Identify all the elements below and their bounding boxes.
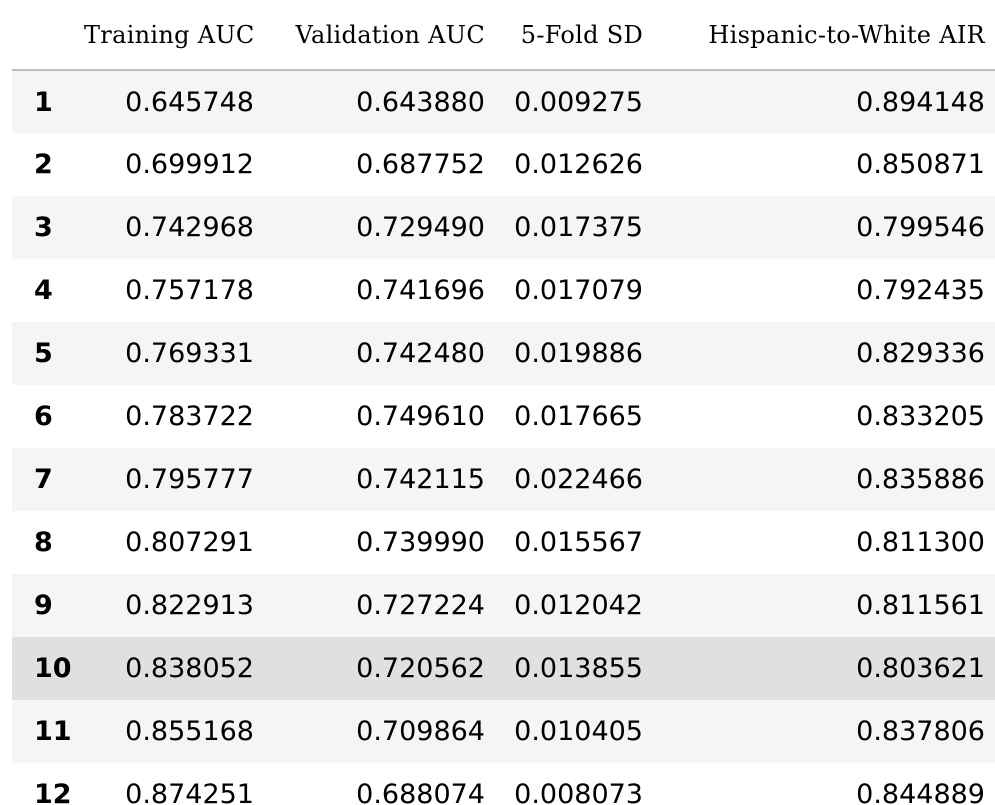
table-row: 12 0.874251 0.688074 0.008073 0.844889	[12, 763, 995, 805]
row-index: 6	[34, 401, 53, 432]
column-header-training-auc: Training AUC	[84, 0, 264, 71]
cell-hispanic-to-white-air: 0.799546	[856, 212, 985, 243]
cell-5-fold-sd: 0.015567	[514, 527, 643, 558]
column-header-hispanic-to-white-air: Hispanic-to-White AIR	[653, 0, 995, 71]
table-body: 1 0.645748 0.643880 0.009275 0.894148 2 0.6999…	[12, 70, 995, 805]
cell-5-fold-sd: 0.012626	[514, 149, 643, 180]
table-row: 3 0.742968 0.729490 0.017375 0.799546	[12, 196, 995, 259]
table-row: 10 0.838052 0.720562 0.013855 0.803621	[12, 637, 995, 700]
cell-5-fold-sd: 0.013855	[514, 653, 643, 684]
cell-validation-auc: 0.741696	[356, 275, 485, 306]
cell-validation-auc: 0.729490	[356, 212, 485, 243]
cell-5-fold-sd: 0.017079	[514, 275, 643, 306]
row-index: 9	[34, 590, 53, 621]
cell-5-fold-sd: 0.008073	[514, 779, 643, 805]
table-header: Training AUC Validation AUC 5-Fold SD Hi…	[12, 0, 995, 71]
cell-5-fold-sd: 0.017375	[514, 212, 643, 243]
cell-5-fold-sd: 0.010405	[514, 716, 643, 747]
cell-validation-auc: 0.643880	[356, 86, 485, 118]
row-index: 5	[34, 338, 53, 369]
cell-training-auc: 0.769331	[125, 338, 254, 369]
row-index: 11	[34, 716, 72, 747]
table-row: 2 0.699912 0.687752 0.012626 0.850871	[12, 133, 995, 196]
row-index: 8	[34, 527, 53, 558]
cell-hispanic-to-white-air: 0.833205	[856, 401, 985, 432]
cell-training-auc: 0.807291	[125, 527, 254, 558]
cell-validation-auc: 0.739990	[356, 527, 485, 558]
cell-validation-auc: 0.687752	[356, 149, 485, 180]
cell-hispanic-to-white-air: 0.894148	[856, 86, 985, 118]
cell-training-auc: 0.645748	[125, 86, 254, 118]
cell-validation-auc: 0.727224	[356, 590, 485, 621]
cell-validation-auc: 0.742115	[356, 464, 485, 495]
cell-5-fold-sd: 0.019886	[514, 338, 643, 369]
cell-validation-auc: 0.749610	[356, 401, 485, 432]
cell-validation-auc: 0.742480	[356, 338, 485, 369]
cell-5-fold-sd: 0.017665	[514, 401, 643, 432]
cell-training-auc: 0.822913	[125, 590, 254, 621]
header-row: Training AUC Validation AUC 5-Fold SD Hi…	[12, 0, 995, 71]
cell-training-auc: 0.855168	[125, 716, 254, 747]
cell-validation-auc: 0.688074	[356, 779, 485, 805]
row-index: 3	[34, 212, 53, 243]
cell-hispanic-to-white-air: 0.792435	[856, 275, 985, 306]
cell-training-auc: 0.783722	[125, 401, 254, 432]
row-index: 10	[34, 653, 72, 684]
cell-5-fold-sd: 0.009275	[514, 86, 643, 118]
cell-training-auc: 0.874251	[125, 779, 254, 805]
table-row: 5 0.769331 0.742480 0.019886 0.829336	[12, 322, 995, 385]
cell-training-auc: 0.742968	[125, 212, 254, 243]
cell-hispanic-to-white-air: 0.835886	[856, 464, 985, 495]
row-index: 1	[34, 86, 53, 118]
index-column-header	[12, 0, 84, 71]
cell-training-auc: 0.757178	[125, 275, 254, 306]
row-index: 4	[34, 275, 53, 306]
cell-5-fold-sd: 0.022466	[514, 464, 643, 495]
cell-training-auc: 0.795777	[125, 464, 254, 495]
column-header-validation-auc: Validation AUC	[264, 0, 495, 71]
results-table: Training AUC Validation AUC 5-Fold SD Hi…	[12, 0, 995, 805]
cell-training-auc: 0.699912	[125, 149, 254, 180]
cell-training-auc: 0.838052	[125, 653, 254, 684]
table-row: 4 0.757178 0.741696 0.017079 0.792435	[12, 259, 995, 322]
cell-validation-auc: 0.709864	[356, 716, 485, 747]
cell-hispanic-to-white-air: 0.844889	[856, 779, 985, 805]
cell-hispanic-to-white-air: 0.803621	[856, 653, 985, 684]
column-header-5-fold-sd: 5-Fold SD	[495, 0, 653, 71]
cell-5-fold-sd: 0.012042	[514, 590, 643, 621]
cell-hispanic-to-white-air: 0.850871	[856, 149, 985, 180]
table-row: 1 0.645748 0.643880 0.009275 0.894148	[12, 70, 995, 133]
row-index: 7	[34, 464, 53, 495]
table-row: 7 0.795777 0.742115 0.022466 0.835886	[12, 448, 995, 511]
table-row: 8 0.807291 0.739990 0.015567 0.811300	[12, 511, 995, 574]
row-index: 2	[34, 149, 53, 180]
table-row: 9 0.822913 0.727224 0.012042 0.811561	[12, 574, 995, 637]
cell-hispanic-to-white-air: 0.837806	[856, 716, 985, 747]
table-row: 6 0.783722 0.749610 0.017665 0.833205	[12, 385, 995, 448]
cell-validation-auc: 0.720562	[356, 653, 485, 684]
cell-hispanic-to-white-air: 0.811300	[856, 527, 985, 558]
table-row: 11 0.855168 0.709864 0.010405 0.837806	[12, 700, 995, 763]
cell-hispanic-to-white-air: 0.829336	[856, 338, 985, 369]
row-index: 12	[34, 779, 72, 805]
cell-hispanic-to-white-air: 0.811561	[856, 590, 985, 621]
